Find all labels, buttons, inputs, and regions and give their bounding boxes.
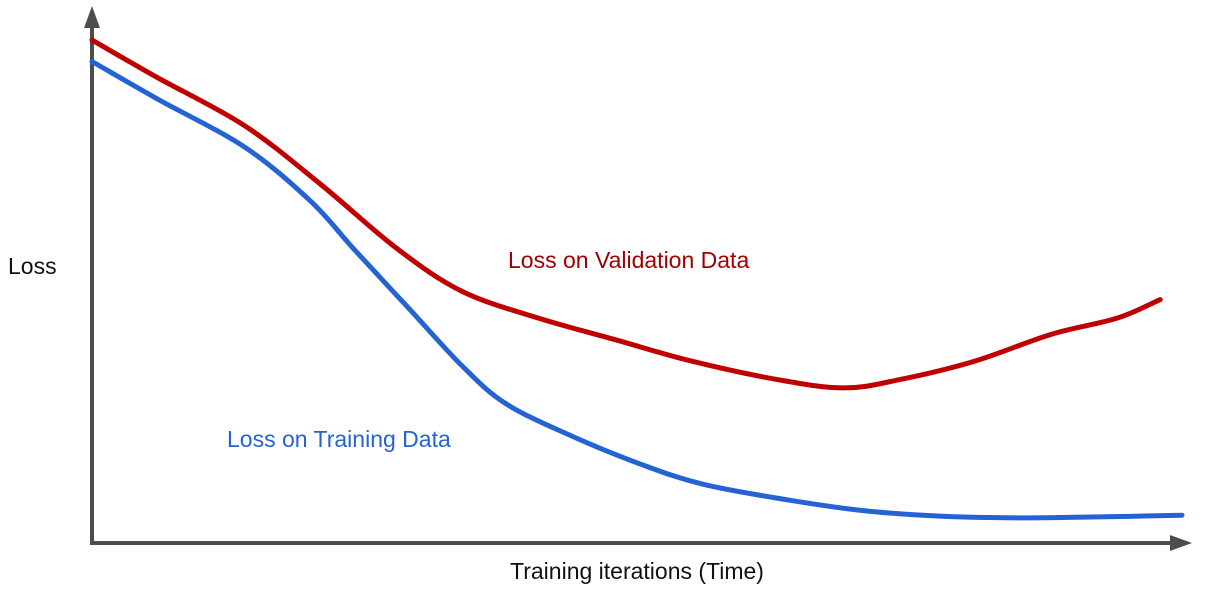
x-axis-label: Training iterations (Time) — [510, 558, 764, 584]
validation-loss-curve — [89, 37, 1163, 391]
y-axis-arrow-icon — [84, 6, 100, 28]
training-loss-curve — [89, 59, 1185, 521]
training-series-label: Loss on Training Data — [227, 426, 451, 452]
y-axis-label: Loss — [8, 253, 57, 279]
x-axis-arrow-icon — [1170, 535, 1192, 551]
validation-series-label: Loss on Validation Data — [508, 247, 750, 273]
